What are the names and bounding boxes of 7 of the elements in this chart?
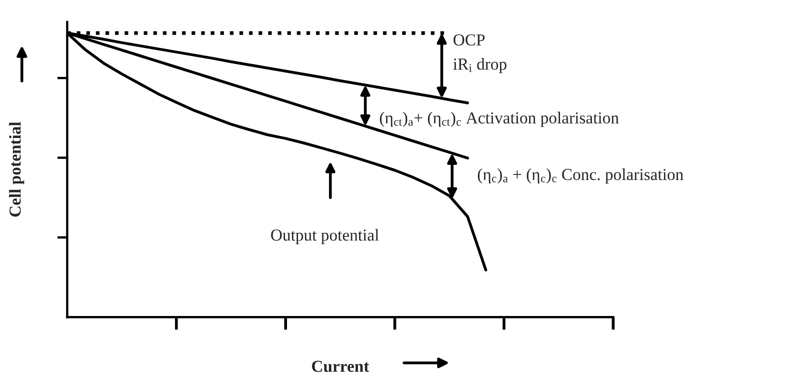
text: (η$_{ct}$)$_{a}$+ (η$_{ct}$)$_{c}$ Activation polarisation	[380, 112, 619, 127]
text: (η$_{c}$)$_{a}$ + (η$_{c}$)$_{c}$ Conc. polarisation	[478, 168, 684, 184]
annotation: Output potential	[271, 228, 379, 244]
x-axis-title: Current	[312, 360, 370, 372]
annotation: iR$_{i}$ drop	[453, 58, 506, 74]
annotation: OCP	[454, 34, 485, 46]
y-axis-title: Cell potential	[9, 122, 24, 217]
